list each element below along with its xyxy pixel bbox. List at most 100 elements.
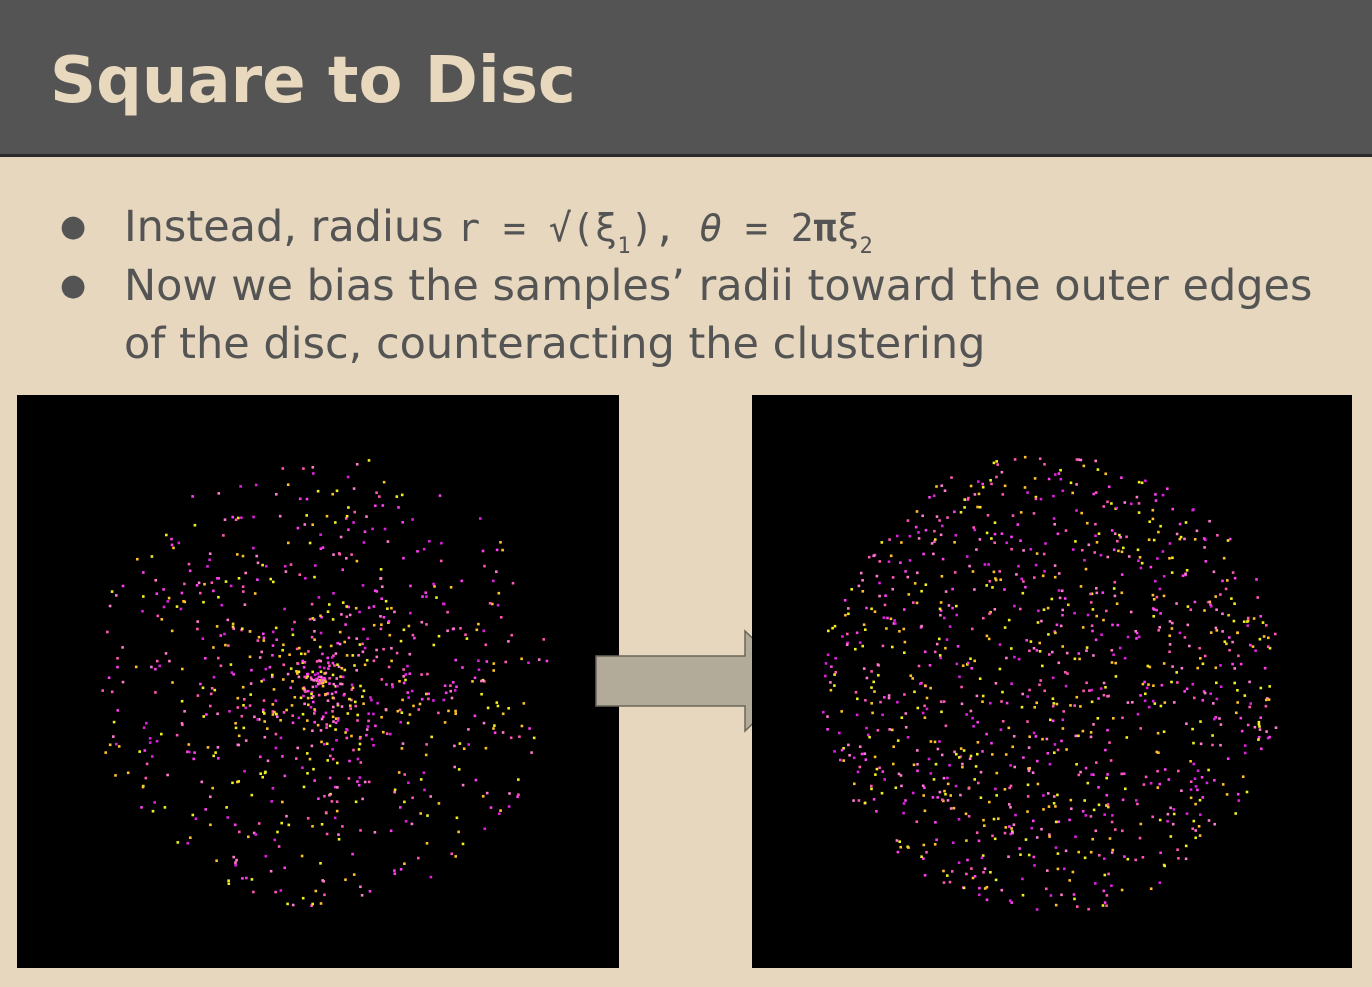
sample-point [313, 720, 316, 724]
sample-point [311, 466, 315, 469]
sample-point [887, 694, 891, 697]
sample-point [261, 775, 264, 779]
sample-point [1009, 784, 1013, 788]
sample-point [1161, 550, 1165, 553]
sample-point [477, 659, 480, 662]
sample-point [201, 637, 205, 640]
sample-point [1209, 603, 1212, 606]
sample-point [857, 584, 861, 588]
sample-point [281, 467, 285, 470]
sample-point [1044, 542, 1047, 545]
sample-point [222, 534, 225, 537]
sample-point [1090, 592, 1094, 596]
sample-point [346, 728, 349, 732]
sample-point [334, 690, 338, 694]
sample-point [1092, 492, 1095, 496]
sample-point [1168, 643, 1172, 646]
sample-point [1257, 738, 1260, 741]
sample-point [305, 497, 309, 501]
sample-point [191, 813, 195, 817]
sample-point [360, 894, 364, 897]
sample-point [362, 702, 365, 705]
sample-point [1233, 667, 1236, 670]
sample-point [220, 603, 224, 607]
sample-point [944, 590, 948, 593]
sample-point [1214, 716, 1217, 719]
sample-point [976, 505, 979, 509]
sample-point [358, 776, 362, 779]
sample-point [351, 654, 355, 657]
sample-point [995, 475, 998, 479]
sample-point [480, 679, 483, 683]
sample-point [112, 735, 115, 738]
sample-point [1105, 793, 1109, 797]
sample-point [337, 838, 341, 841]
sample-point [1193, 538, 1197, 541]
sample-point [916, 749, 919, 752]
sample-point [826, 728, 829, 731]
sample-point [283, 607, 286, 611]
sample-point [826, 653, 830, 657]
sample-point [318, 645, 322, 649]
sample-point [248, 704, 252, 707]
sample-point [229, 584, 233, 588]
sample-point [1178, 631, 1182, 635]
sample-point [363, 780, 367, 784]
sample-point [323, 794, 326, 798]
sample-point [935, 515, 939, 518]
sample-point [402, 628, 406, 632]
sample-point [1154, 493, 1157, 496]
bullet-item-formula: ● Instead, radius r = √(ξ1), θ = 2πξ2 [60, 198, 1360, 258]
sample-point [319, 533, 322, 536]
sample-point [1155, 595, 1159, 599]
sample-point [345, 557, 348, 560]
sample-point [361, 642, 364, 646]
sample-point [142, 726, 146, 729]
sample-point [341, 825, 344, 828]
sample-point [1018, 847, 1021, 850]
sample-point [327, 661, 330, 664]
sample-point [326, 692, 329, 696]
sample-point [249, 693, 252, 696]
sample-point [988, 612, 991, 616]
sample-point [240, 714, 244, 718]
sample-point [1149, 887, 1153, 890]
sample-point [1252, 617, 1256, 620]
sample-point [1168, 542, 1172, 545]
sample-point [432, 582, 435, 586]
sample-point [1168, 557, 1171, 560]
sample-point [328, 724, 332, 728]
sample-point [870, 686, 873, 689]
sample-point [1196, 666, 1199, 670]
sample-point [479, 517, 482, 520]
sample-point [1086, 781, 1090, 785]
sample-point [179, 607, 183, 611]
sample-point [962, 749, 966, 752]
sample-point [333, 816, 337, 820]
sample-point [180, 722, 184, 725]
sample-point [933, 540, 936, 543]
sample-point [499, 541, 502, 544]
sample-point [840, 710, 843, 713]
sample-point [331, 618, 335, 621]
sample-point [1027, 767, 1030, 770]
sample-point [1143, 699, 1147, 703]
sample-point [108, 743, 112, 747]
sample-point [336, 702, 340, 706]
sample-point [1092, 654, 1095, 657]
sample-point [899, 774, 903, 777]
sample-point [163, 806, 167, 809]
sample-point [271, 654, 274, 657]
sample-point [409, 584, 412, 588]
sample-point [330, 800, 334, 803]
sample-point [938, 654, 942, 657]
sample-point [363, 663, 367, 667]
sample-point [1035, 649, 1039, 652]
sample-point [231, 781, 234, 785]
sample-point [933, 650, 937, 654]
sample-point [977, 492, 981, 496]
sample-point [980, 856, 984, 860]
sample-point [1019, 511, 1023, 514]
sample-point [427, 692, 430, 695]
sample-point [291, 680, 294, 683]
